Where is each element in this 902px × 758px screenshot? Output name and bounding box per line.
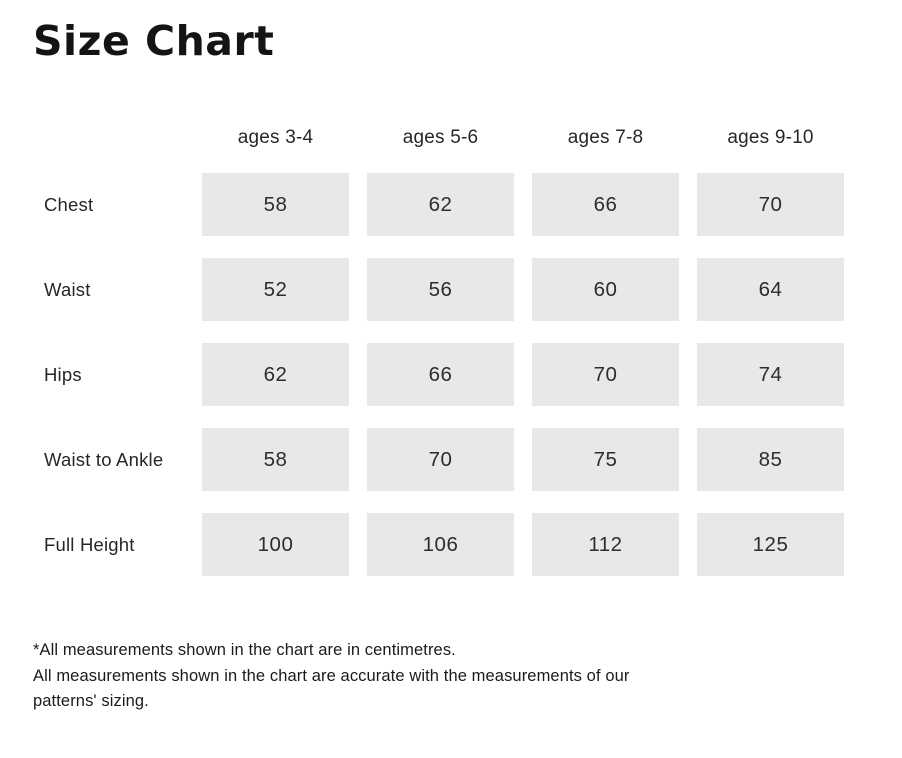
table-cell-waist-ages-9-10: 64 [697, 258, 844, 322]
table-corner-spacer [44, 125, 184, 151]
table-cell-full-height-ages-7-8: 112 [532, 513, 679, 577]
table-cell-full-height-ages-5-6: 106 [367, 513, 514, 577]
table-cell-waist-ages-7-8: 60 [532, 258, 679, 322]
table-cell-chest-ages-9-10: 70 [697, 173, 844, 237]
table-cell-waist-to-ankle-ages-5-6: 70 [367, 428, 514, 492]
table-cell-chest-ages-3-4: 58 [202, 173, 349, 237]
footnotes: *All measurements shown in the chart are… [33, 638, 693, 715]
table-cell-chest-ages-5-6: 62 [367, 173, 514, 237]
table-cell-waist-ages-5-6: 56 [367, 258, 514, 322]
table-cell-hips-ages-3-4: 62 [202, 343, 349, 407]
column-header-ages-9-10: ages 9-10 [727, 127, 814, 149]
page-title: Size Chart [33, 17, 275, 65]
column-header-ages-7-8: ages 7-8 [567, 127, 644, 149]
footnote-accuracy: All measurements shown in the chart are … [33, 666, 630, 711]
table-cell-hips-ages-9-10: 74 [697, 343, 844, 407]
row-label-chest: Chest [44, 193, 94, 215]
footnote-units: *All measurements shown in the chart are… [33, 641, 456, 660]
table-cell-waist-to-ankle-ages-7-8: 75 [532, 428, 679, 492]
size-chart-table: ages 3-4 ages 5-6 ages 7-8 ages 9-10 Che… [44, 125, 902, 577]
row-label-full-height: Full Height [44, 533, 135, 555]
table-cell-waist-to-ankle-ages-9-10: 85 [697, 428, 844, 492]
table-cell-full-height-ages-9-10: 125 [697, 513, 844, 577]
table-cell-chest-ages-7-8: 66 [532, 173, 679, 237]
table-cell-waist-ages-3-4: 52 [202, 258, 349, 322]
table-cell-waist-to-ankle-ages-3-4: 58 [202, 428, 349, 492]
column-header-ages-5-6: ages 5-6 [402, 127, 479, 149]
table-cell-hips-ages-7-8: 70 [532, 343, 679, 407]
table-cell-full-height-ages-3-4: 100 [202, 513, 349, 577]
row-label-waist-to-ankle: Waist to Ankle [44, 448, 164, 470]
row-label-hips: Hips [44, 363, 82, 385]
table-cell-hips-ages-5-6: 66 [367, 343, 514, 407]
column-header-ages-3-4: ages 3-4 [237, 127, 314, 149]
row-label-waist: Waist [44, 278, 91, 300]
